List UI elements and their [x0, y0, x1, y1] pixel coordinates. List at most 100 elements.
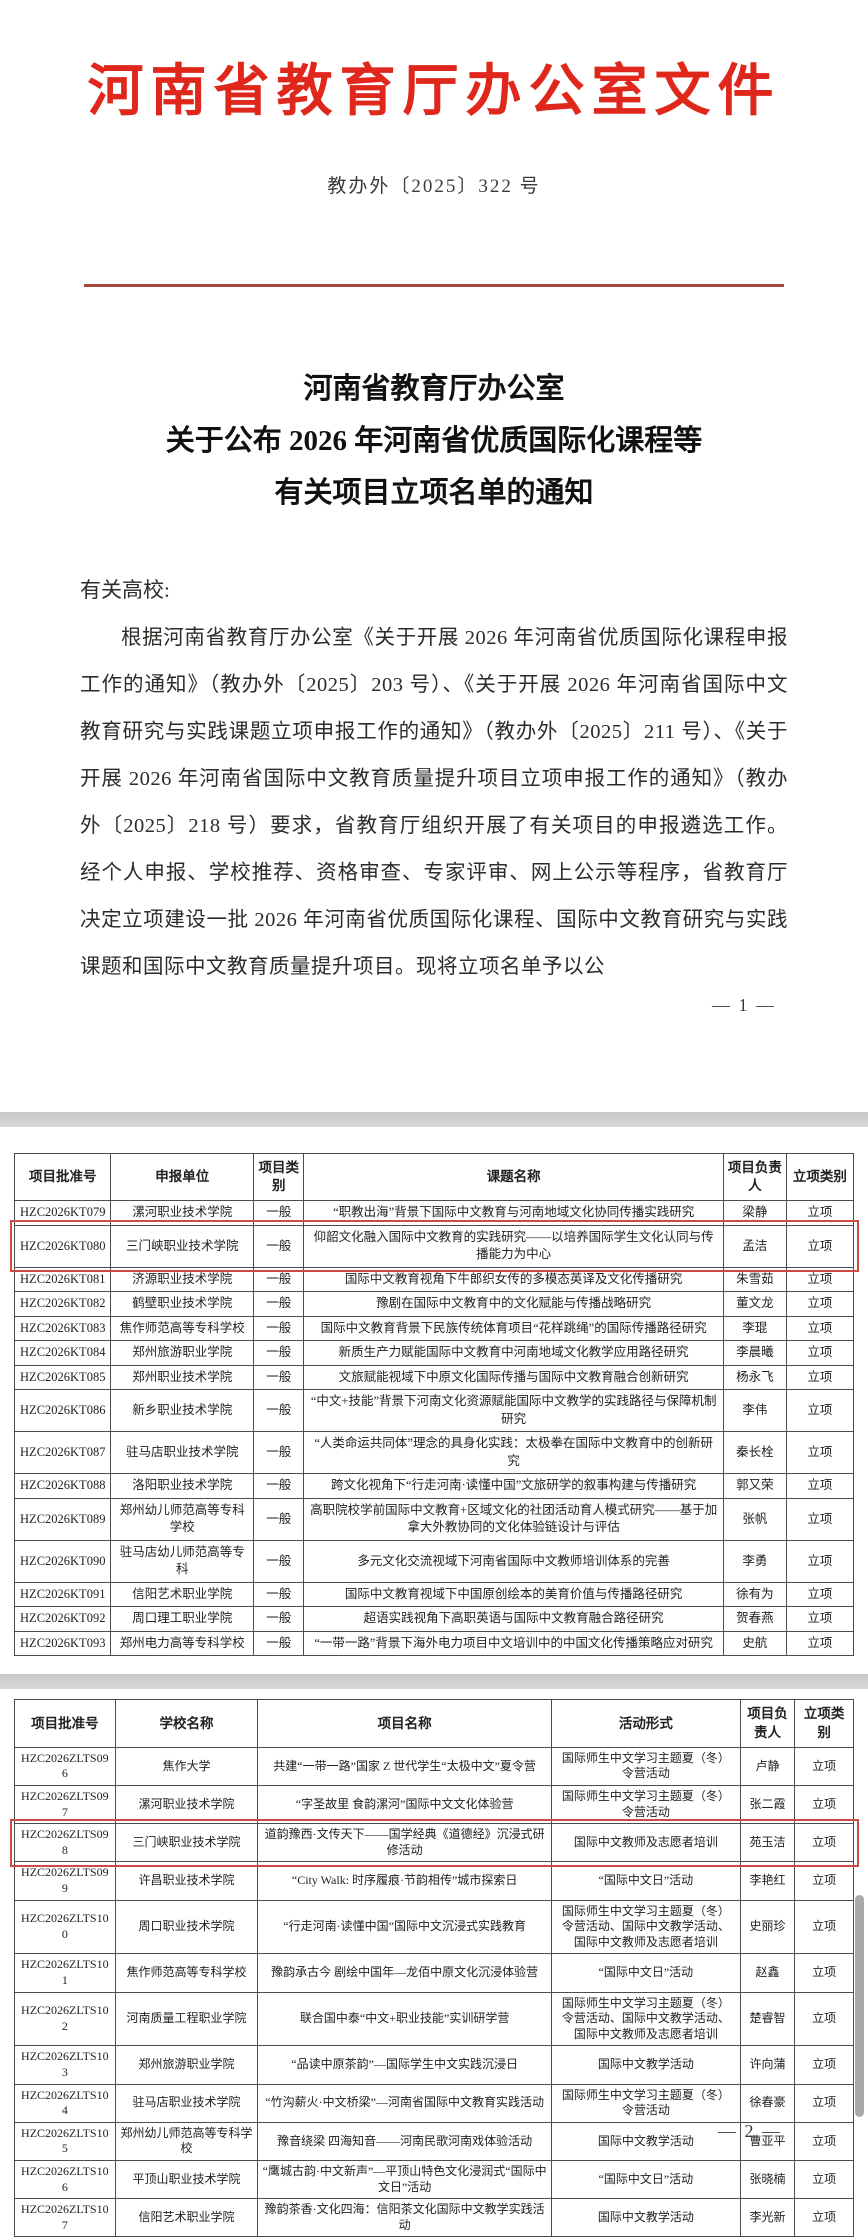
- table-cell: 国际师生中文学习主题夏（冬）令营活动、国际中文教学活动、国际中文教师及志愿者培训: [550, 1899, 741, 1955]
- table-cell: 一般: [253, 1473, 305, 1499]
- table-cell: HZC2026ZLTS103: [14, 2045, 116, 2085]
- table-cell: 国际中文教师及志愿者培训: [550, 1823, 741, 1863]
- table-cell: HZC2026KT090: [13, 1539, 112, 1583]
- table-cell: HZC2026ZLTS100: [14, 1899, 116, 1955]
- table-cell: 张帆: [722, 1497, 787, 1541]
- table-cell: HZC2026KT084: [13, 1340, 112, 1366]
- column-header: 课题名称: [303, 1152, 724, 1202]
- table-cell: “City Walk: 时序履痕·节韵相传”城市探索日: [257, 1861, 552, 1901]
- table-cell: HZC2026KT087: [13, 1431, 112, 1475]
- table-cell: 梁静: [722, 1200, 787, 1226]
- table-cell: “国际中文日”活动: [550, 1861, 741, 1901]
- table-row: HZC2026KT085 郑州职业技术学院 一般 文旅赋能视域下中原文化国际传播与国际…: [13, 1364, 855, 1391]
- table-cell: 立项: [794, 2045, 854, 2085]
- notice-title-line2: 关于公布 2026 年河南省优质国际化课程等: [165, 425, 703, 457]
- page-separator-band: [0, 1112, 868, 1127]
- table-cell: 立项: [794, 1785, 854, 1825]
- table-cell: 河南质量工程职业学院: [114, 1991, 259, 2047]
- table-cell: 驻马店幼儿师范高等专科: [110, 1539, 255, 1583]
- table-cell: 一般: [253, 1340, 305, 1366]
- page-separator-band: [0, 1674, 868, 1690]
- table-row: HZC2026KT087 驻马店职业技术学院 一般 “人类命运共同体”理念的具身化实践…: [13, 1431, 855, 1475]
- table-cell: “人类命运共同体”理念的具身化实践：太极拳在国际中文教育中的创新研究: [303, 1431, 724, 1475]
- table-cell: 李光新: [739, 2198, 796, 2237]
- table-cell: 李勇: [722, 1539, 787, 1583]
- table-cell: HZC2026ZLTS102: [14, 1991, 116, 2047]
- table-row: HZC2026KT092 周口理工职业学院 一般 超语实践视角下高职英语与国际中文教育…: [13, 1606, 855, 1632]
- table-cell: 立项: [794, 1746, 854, 1787]
- table-row-highlighted: HZC2026KT080 三门峡职业技术学院 一般 仰韶文化融入国际中文教育的实践研究…: [9, 1220, 859, 1273]
- table-cell: 杨永飞: [722, 1364, 787, 1391]
- table-cell: 郑州旅游职业学院: [110, 1340, 255, 1366]
- table-cell: 三门峡职业技术学院: [110, 1224, 255, 1268]
- table-cell: 国际中文教育背景下民族传统体育项目“花样跳绳”的国际传播路径研究: [303, 1315, 724, 1342]
- projects-table-page-1: 项目批准号 申报单位 项目类别 课题名称 项目负责人 立项类别 HZC2026KT079 漯河…: [0, 1127, 868, 1675]
- table-cell: 一般: [253, 1431, 305, 1475]
- table-cell: 三门峡职业技术学院: [114, 1823, 259, 1863]
- table-cell: 立项: [794, 1899, 854, 1955]
- page-number-1: — 1 —: [712, 995, 776, 1015]
- column-header: 项目批准号: [14, 1699, 116, 1748]
- table-row: HZC2026ZLTS104 驻马店职业技术学院 “竹沟薪火·中文桥梁”—河南省国际…: [14, 2083, 854, 2123]
- table-row: HZC2026KT090 驻马店幼儿师范高等专科 一般 多元文化交流视域下河南省国际中…: [13, 1539, 855, 1583]
- table-cell: HZC2026ZLTS098: [14, 1823, 116, 1863]
- red-letterhead-title: 河南省教育厅办公室文件: [87, 61, 781, 123]
- table-cell: HZC2026ZLTS096: [14, 1746, 116, 1787]
- table-cell: 仰韶文化融入国际中文教育的实践研究——以培养国际学生文化认同与传播能力为中心: [303, 1224, 724, 1268]
- table-cell: 李伟: [722, 1389, 787, 1433]
- table-header-row: 项目批准号 学校名称 项目名称 活动形式 项目负责人 立项类别: [14, 1699, 854, 1748]
- notice-page: 河南省教育厅办公室文件 教办外〔2025〕322 号 河南省教育厅办公室 关于公…: [0, 0, 868, 1112]
- column-header: 项目名称: [257, 1699, 552, 1748]
- table-cell: HZC2026KT092: [13, 1606, 112, 1632]
- column-header: 项目类别: [253, 1152, 305, 1202]
- table-cell: “竹沟薪火·中文桥梁”—河南省国际中文教育实践活动: [257, 2083, 552, 2123]
- table-cell: 张晓楠: [739, 2159, 796, 2200]
- table-cell: “国际中文日”活动: [550, 2159, 741, 2200]
- table-cell: 国际中文教育视域下中国原创绘本的美育价值与传播路径研究: [303, 1581, 724, 1608]
- table-cell: “中文+技能”背景下河南文化资源赋能国际中文教学的实践路径与保障机制研究: [303, 1389, 724, 1433]
- table-cell: 郑州幼儿师范高等专科学校: [114, 2121, 259, 2161]
- table-cell: 共建“一带一路”国家 Z 世代学生“太极中文”夏令营: [257, 1746, 552, 1787]
- table-row: HZC2026ZLTS096 焦作大学 共建“一带一路”国家 Z 世代学生“太极中文…: [14, 1746, 854, 1787]
- approved-projects-table-2: 项目批准号 学校名称 项目名称 活动形式 项目负责人 立项类别 HZC2026ZLTS096…: [9, 1699, 859, 2237]
- table-cell: 豫韵承古今 剧绘中国年—龙佰中原文化沉浸体验营: [257, 1953, 552, 1993]
- page-number-2: — 2 —: [718, 2121, 782, 2141]
- table-cell: HZC2026KT081: [13, 1266, 112, 1293]
- table-row-highlighted: HZC2026ZLTS098 三门峡职业技术学院 道韵豫西·文传天下——国学经典《道…: [9, 1818, 859, 1867]
- table-cell: HZC2026KT080: [13, 1224, 112, 1268]
- table-cell: HZC2026ZLTS104: [14, 2083, 116, 2123]
- table-cell: 一般: [253, 1266, 305, 1293]
- table-cell: 立项: [794, 1823, 854, 1863]
- table-cell: 国际中文教育视角下牛郎织女传的多模态英译及文化传播研究: [303, 1266, 724, 1293]
- table-row: HZC2026KT091 信阳艺术职业学院 一般 国际中文教育视域下中国原创绘本的美育…: [13, 1581, 855, 1608]
- column-header: 立项类别: [785, 1152, 855, 1202]
- column-header: 项目负责人: [739, 1699, 796, 1748]
- table-cell: HZC2026ZLTS107: [14, 2198, 116, 2237]
- table-cell: 立项: [785, 1200, 855, 1226]
- table-cell: “国际中文日”活动: [550, 1953, 741, 1993]
- table-cell: “行走河南·读懂中国”国际中文沉浸式实践教育: [257, 1899, 552, 1955]
- table-cell: 李晨曦: [722, 1340, 787, 1366]
- table-cell: 张二霞: [739, 1785, 796, 1825]
- table-cell: 立项: [785, 1497, 855, 1541]
- table-row: HZC2026KT079 漯河职业技术学院 一般 “职教出海”背景下国际中文教育与河南…: [13, 1200, 855, 1226]
- table-cell: 徐有为: [722, 1581, 787, 1608]
- table-cell: HZC2026KT088: [13, 1473, 112, 1499]
- table-cell: “鹰城古韵·中文新声”—平顶山特色文化浸润式“国际中文日”活动: [257, 2159, 552, 2200]
- table-cell: 孟洁: [722, 1224, 787, 1268]
- table-cell: 一般: [253, 1315, 305, 1342]
- table-cell: “职教出海”背景下国际中文教育与河南地域文化协同传播实践研究: [303, 1200, 724, 1226]
- table-cell: HZC2026KT093: [13, 1630, 112, 1657]
- notice-title: 河南省教育厅办公室 关于公布 2026 年河南省优质国际化课程等 有关项目立项名…: [0, 363, 868, 519]
- table-cell: “字圣故里 食韵漯河”国际中文文化体验营: [257, 1785, 552, 1825]
- table-cell: HZC2026KT085: [13, 1364, 112, 1391]
- table-cell: 洛阳职业技术学院: [110, 1473, 255, 1499]
- table-cell: 郭又荣: [722, 1473, 787, 1499]
- table-cell: 信阳艺术职业学院: [114, 2198, 259, 2237]
- scrollbar-thumb[interactable]: [855, 1895, 864, 2117]
- notice-body-paragraph: 根据河南省教育厅办公室《关于开展 2026 年河南省优质国际化课程申报工作的通知…: [80, 627, 788, 978]
- table-cell: 国际中文教学活动: [550, 2045, 741, 2085]
- table-header-row: 项目批准号 申报单位 项目类别 课题名称 项目负责人 立项类别: [13, 1152, 855, 1202]
- table-cell: 李琨: [722, 1315, 787, 1342]
- approved-projects-table-1: 项目批准号 申报单位 项目类别 课题名称 项目负责人 立项类别 HZC2026KT079 漯河…: [9, 1152, 859, 1657]
